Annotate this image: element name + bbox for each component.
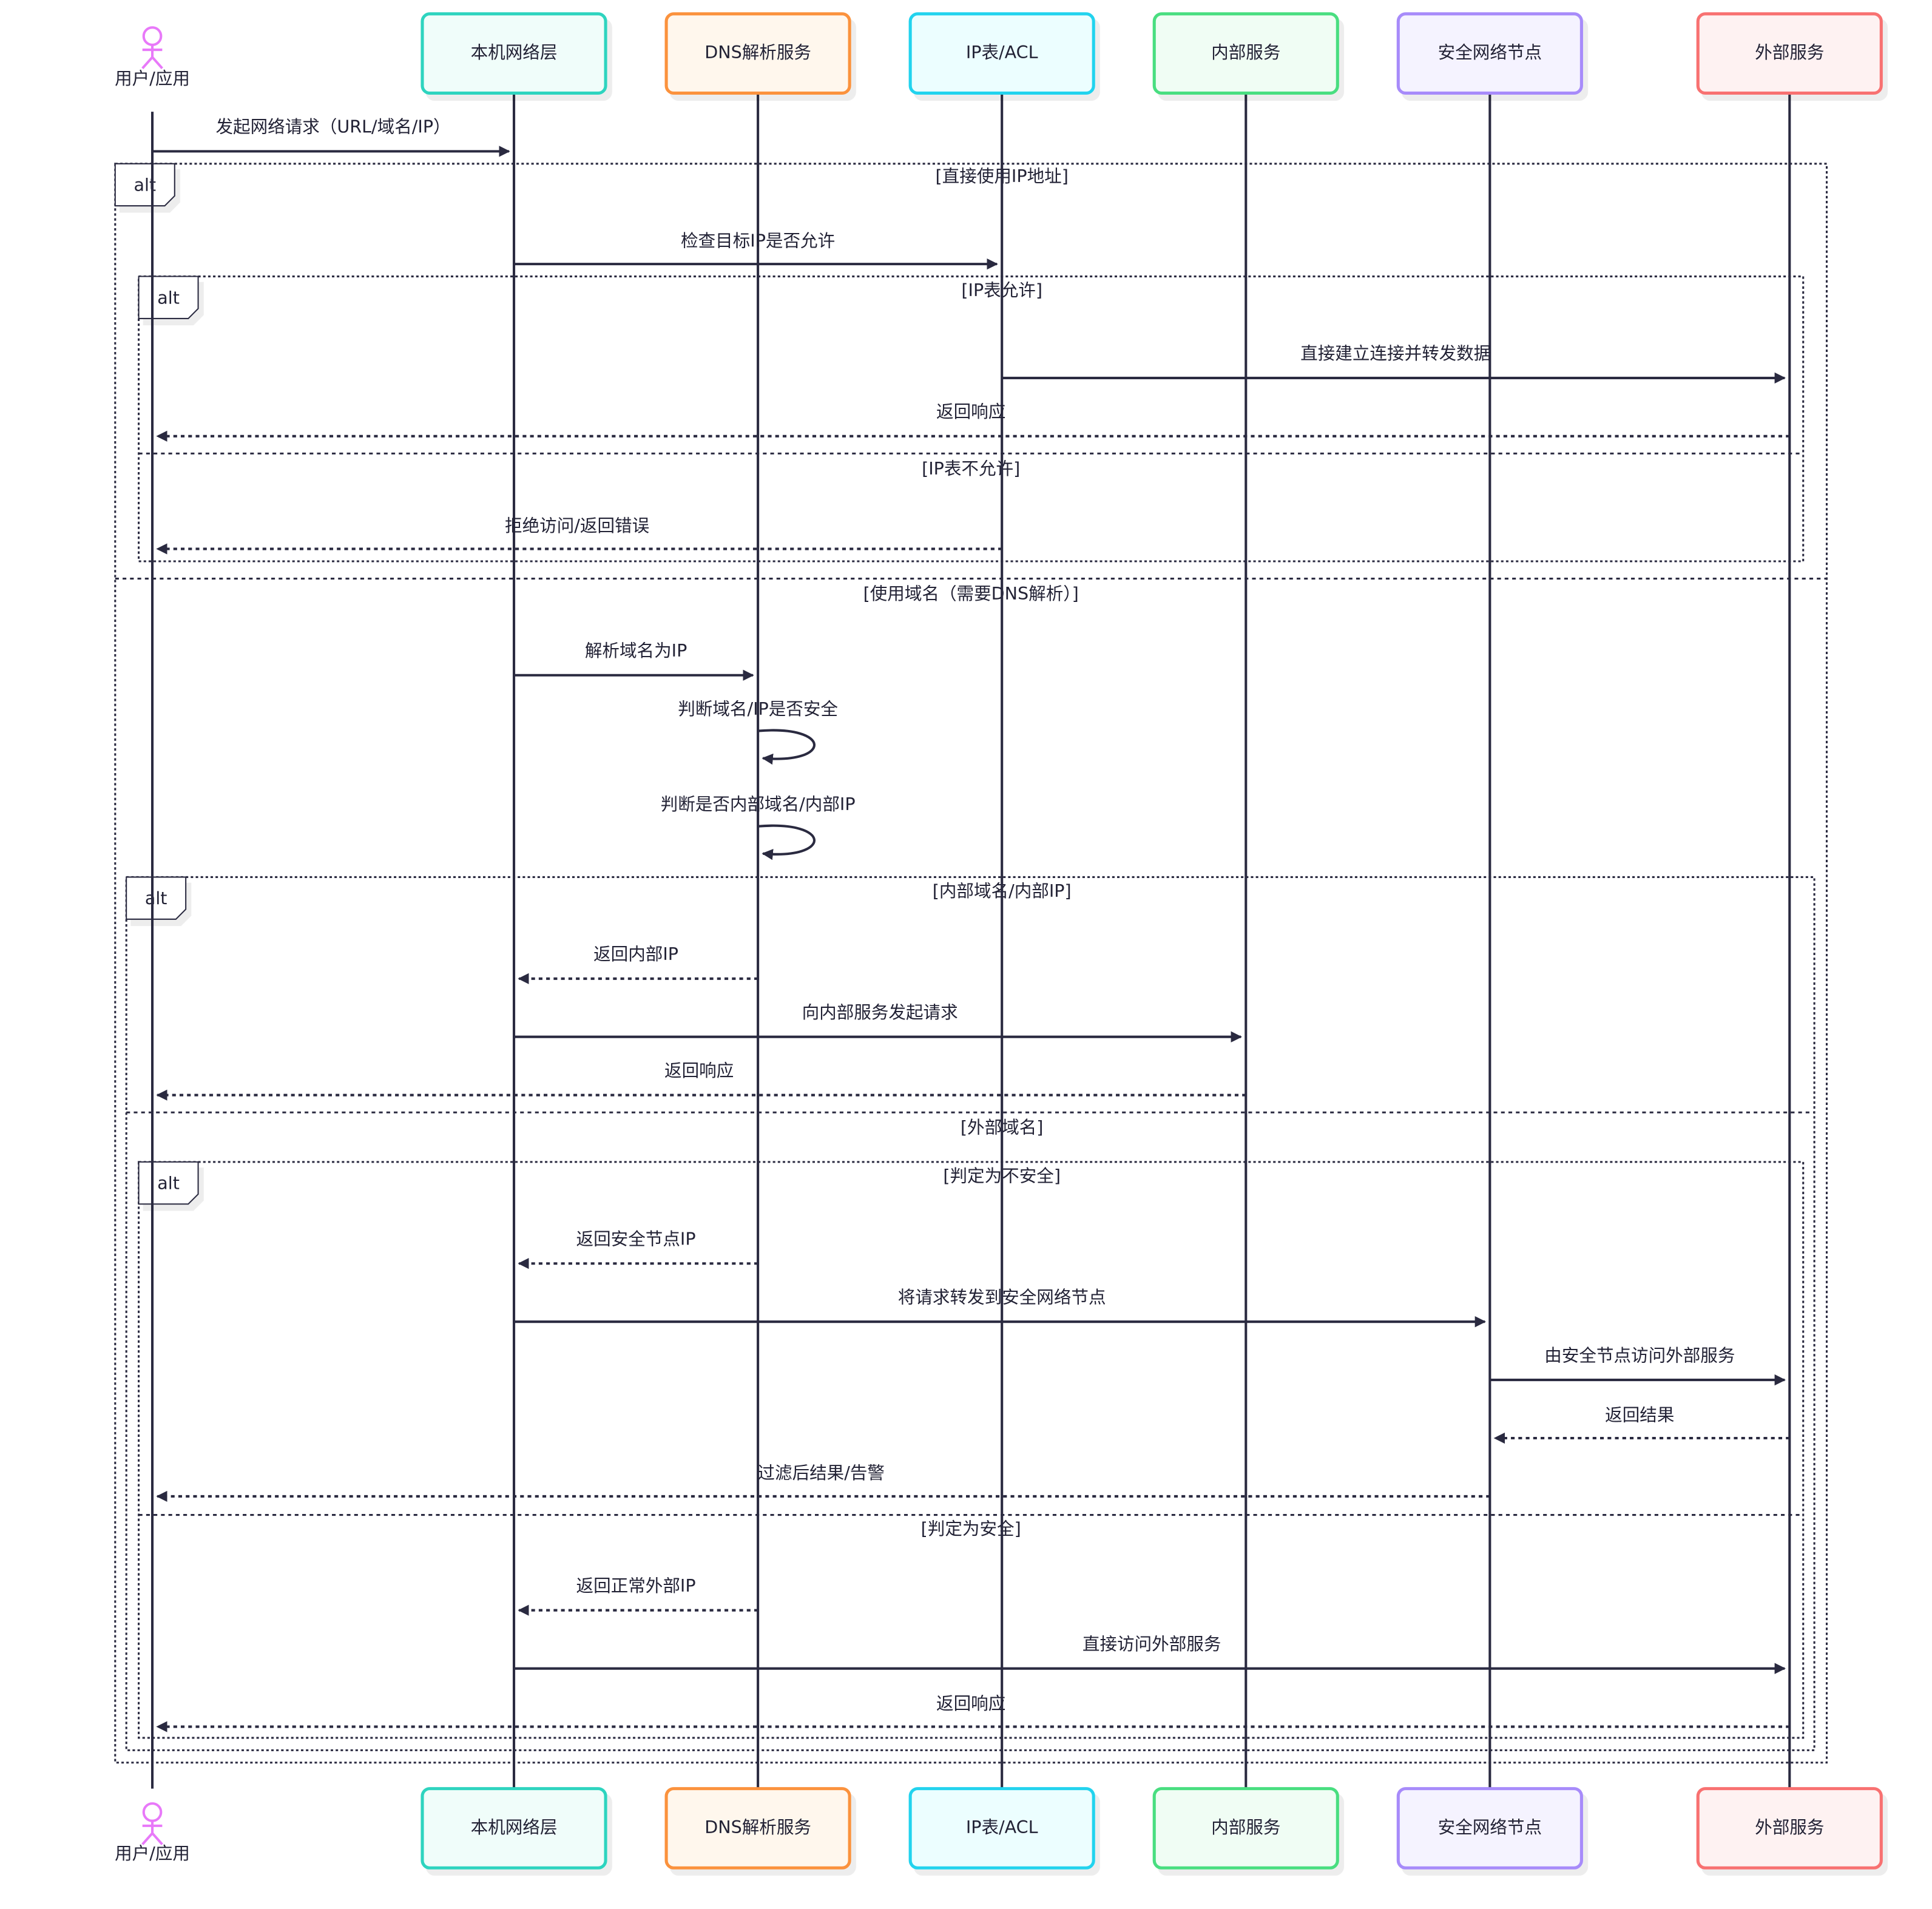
participant-box (1396, 12, 1583, 95)
message: 发起网络请求（URL/域名/IP） (152, 117, 510, 157)
message: 过滤后结果/告警 (156, 1462, 1490, 1502)
message-label: 由安全节点访问外部服务 (1544, 1345, 1735, 1365)
fragment-frame (125, 876, 1815, 1751)
message-label: 将请求转发到安全网络节点 (898, 1286, 1106, 1307)
participant-dns-bottom: DNS解析服务 (664, 1787, 851, 1870)
participant-ip-top: IP表/ACL (908, 12, 1095, 95)
fragment-label-box (114, 163, 175, 207)
message-label: 解析域名为IP (585, 640, 687, 661)
participant-label: 本机网络层 (471, 42, 558, 63)
message-label: 判断域名/IP是否安全 (678, 698, 838, 719)
message: 由安全节点访问外部服务 (1490, 1345, 1786, 1386)
participant-box (908, 1787, 1095, 1870)
message: 返回响应 (156, 1693, 1790, 1732)
participant-box (1152, 1787, 1339, 1870)
message: 返回响应 (156, 1060, 1246, 1101)
message-label: 过滤后结果/告警 (757, 1462, 885, 1483)
participant-label: DNS解析服务 (704, 42, 811, 63)
actor-label: 用户/应用 (115, 68, 190, 89)
participant-label: 本机网络层 (471, 1817, 558, 1837)
message-label: 返回安全节点IP (576, 1228, 696, 1249)
participant-secure-top: 安全网络节点 (1396, 12, 1583, 95)
fragment-type-label: alt (157, 287, 180, 308)
message-label: 返回内部IP (593, 944, 678, 964)
message: 返回正常外部IP (518, 1575, 758, 1616)
participant-label: 外部服务 (1755, 42, 1824, 63)
participant-box (421, 12, 607, 95)
participant-internal-top: 内部服务 (1152, 12, 1339, 95)
fragment-frame (114, 163, 1828, 1764)
message: 直接建立连接并转发数据 (1002, 343, 1786, 384)
fragment-condition: [IP表不允许] (922, 458, 1020, 479)
participant-label: 安全网络节点 (1438, 42, 1542, 63)
message: 返回内部IP (518, 944, 758, 984)
participant-box (664, 1787, 851, 1870)
participant-box (1152, 12, 1339, 95)
message: 检查目标IP是否允许 (514, 230, 998, 270)
fragment-condition: [判定为安全] (921, 1518, 1021, 1539)
participant-box (1696, 12, 1883, 95)
message-label: 检查目标IP是否允许 (681, 230, 835, 251)
actor-user-top: 用户/应用 (115, 26, 190, 89)
message: 返回结果 (1493, 1404, 1790, 1444)
message: 直接访问外部服务 (514, 1634, 1786, 1674)
participant-label: DNS解析服务 (704, 1817, 811, 1837)
participant-local-top: 本机网络层 (421, 12, 607, 95)
message-label: 拒绝访问/返回错误 (505, 515, 649, 536)
message: 判断域名/IP是否安全 (678, 698, 838, 765)
fragment-type-label: alt (157, 1173, 180, 1194)
message-label: 返回响应 (664, 1060, 734, 1081)
fragment-condition: [使用域名（需要DNS解析）] (863, 583, 1079, 604)
message-label: 返回响应 (936, 401, 1005, 422)
message-label: 向内部服务发起请求 (802, 1002, 958, 1022)
participant-internal-bottom: 内部服务 (1152, 1787, 1339, 1870)
message: 拒绝访问/返回错误 (156, 515, 1002, 555)
participant-secure-bottom: 安全网络节点 (1396, 1787, 1583, 1870)
participant-box (1696, 1787, 1883, 1870)
alt-fragment: alt [直接使用IP地址][使用域名（需要DNS解析）] (114, 163, 1828, 1764)
participant-box (908, 12, 1095, 95)
stick-figure-icon (141, 26, 163, 70)
participant-local-bottom: 本机网络层 (421, 1787, 607, 1870)
actor-label: 用户/应用 (115, 1843, 190, 1863)
participant-box (421, 1787, 607, 1870)
message: 返回安全节点IP (518, 1228, 758, 1269)
message: 将请求转发到安全网络节点 (514, 1286, 1487, 1328)
message: 解析域名为IP (514, 640, 754, 681)
participant-label: 外部服务 (1755, 1817, 1824, 1837)
message-label: 返回结果 (1605, 1404, 1674, 1425)
participant-box (1396, 1787, 1583, 1870)
fragment-label-box (126, 876, 187, 920)
fragment-frame (138, 275, 1805, 563)
self-message-arrow (757, 824, 816, 860)
message-label: 直接访问外部服务 (1083, 1634, 1221, 1654)
participant-label: IP表/ACL (966, 42, 1038, 63)
message-label: 返回响应 (936, 1693, 1005, 1714)
message-label: 直接建立连接并转发数据 (1300, 343, 1491, 363)
stick-figure-icon (141, 1802, 163, 1845)
participant-box (664, 12, 851, 95)
participant-external-bottom: 外部服务 (1696, 1787, 1883, 1870)
participant-dns-top: DNS解析服务 (664, 12, 851, 95)
message: 向内部服务发起请求 (514, 1002, 1242, 1042)
participant-label: 内部服务 (1211, 1817, 1280, 1837)
alt-fragment: alt [内部域名/内部IP][外部域名] (125, 876, 1815, 1751)
participant-ip-bottom: IP表/ACL (908, 1787, 1095, 1870)
participant-external-top: 外部服务 (1696, 12, 1883, 95)
participant-label: IP表/ACL (966, 1817, 1038, 1837)
message-label: 发起网络请求（URL/域名/IP） (215, 117, 450, 137)
message: 返回响应 (156, 401, 1790, 442)
participant-label: 安全网络节点 (1438, 1817, 1542, 1837)
participant-label: 内部服务 (1211, 42, 1280, 63)
message-label: 返回正常外部IP (576, 1575, 696, 1596)
message-label: 判断是否内部域名/内部IP (661, 794, 856, 814)
fragment-frame (138, 1161, 1805, 1739)
self-message-arrow (757, 729, 816, 765)
alt-fragment: alt [判定为不安全][判定为安全] (138, 1161, 1805, 1739)
message: 判断是否内部域名/内部IP (661, 794, 856, 860)
actor-user-bottom: 用户/应用 (115, 1802, 190, 1863)
fragment-type-label: alt (145, 888, 167, 908)
